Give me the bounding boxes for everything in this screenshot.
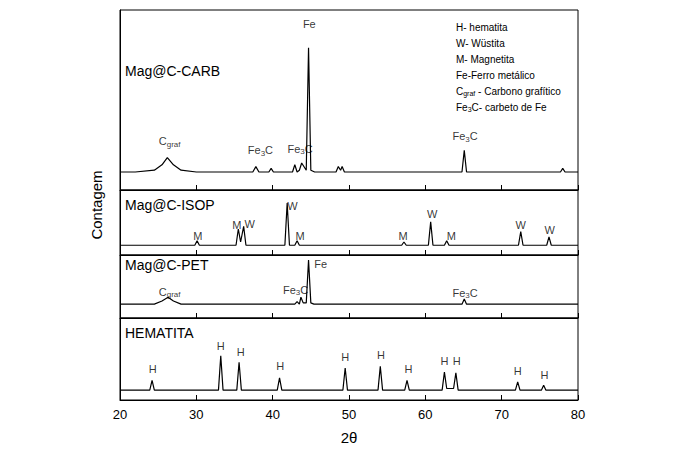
svg-text:H: H	[377, 349, 385, 361]
svg-text:3: 3	[467, 106, 472, 113]
svg-text:2θ: 2θ	[341, 429, 358, 446]
svg-text:H: H	[540, 369, 548, 381]
svg-text:50: 50	[342, 407, 356, 422]
svg-text:Fe: Fe	[314, 258, 327, 270]
svg-text:30: 30	[189, 407, 203, 422]
svg-text:H: H	[514, 365, 522, 377]
svg-text:Mag@C-CARB: Mag@C-CARB	[125, 63, 220, 79]
svg-text:Fe: Fe	[452, 287, 465, 299]
svg-text:W: W	[516, 219, 527, 231]
svg-text:C: C	[159, 286, 167, 298]
svg-text:H: H	[341, 351, 349, 363]
svg-text:C- carbeto de Fe: C- carbeto de Fe	[472, 102, 547, 113]
svg-text:Fe-Ferro metálico: Fe-Ferro metálico	[456, 70, 535, 81]
svg-text:Mag@C-ISOP: Mag@C-ISOP	[125, 197, 215, 213]
svg-text:Contagem: Contagem	[88, 170, 105, 239]
svg-text:HEMATITA: HEMATITA	[125, 325, 194, 341]
svg-text:Fe: Fe	[452, 130, 465, 142]
svg-text:60: 60	[418, 407, 432, 422]
svg-text:3: 3	[465, 134, 470, 144]
svg-text:H: H	[276, 360, 284, 372]
svg-text:Fe: Fe	[456, 102, 468, 113]
svg-text:H: H	[237, 346, 245, 358]
svg-text:M: M	[296, 230, 305, 242]
svg-text:C: C	[265, 144, 273, 156]
svg-text:W: W	[287, 200, 298, 212]
svg-text:W: W	[545, 224, 556, 236]
svg-text:M: M	[193, 230, 202, 242]
html-text:3C: 3C	[295, 283, 309, 298]
svg-text:W- Wüstita: W- Wüstita	[456, 38, 505, 49]
svg-text:H- hematita: H- hematita	[456, 22, 508, 33]
svg-text:graf: graf	[166, 290, 181, 299]
svg-text:graf: graf	[167, 140, 182, 149]
svg-text:3: 3	[465, 291, 470, 301]
svg-text:W: W	[427, 208, 438, 220]
svg-text:80: 80	[571, 407, 585, 422]
svg-text:H: H	[149, 363, 157, 375]
svg-text:70: 70	[494, 407, 508, 422]
svg-text:H: H	[440, 355, 448, 367]
svg-text:40: 40	[265, 407, 279, 422]
svg-text:Fe: Fe	[288, 143, 301, 155]
svg-text:graf: graf	[463, 90, 475, 98]
svg-text:C: C	[470, 130, 478, 142]
svg-text:C: C	[456, 86, 463, 97]
svg-text:- Carbono grafítico: - Carbono grafítico	[475, 86, 561, 97]
svg-text:H: H	[217, 340, 225, 352]
svg-text:M- Magnetita: M- Magnetita	[456, 54, 515, 65]
svg-text:Fe: Fe	[303, 18, 316, 30]
svg-text:20: 20	[113, 407, 127, 422]
svg-text:Fe: Fe	[248, 144, 261, 156]
svg-text:M: M	[399, 230, 408, 242]
svg-text:W: W	[245, 218, 256, 230]
svg-text:Fe: Fe	[283, 284, 296, 296]
svg-text:C: C	[470, 287, 478, 299]
svg-text:M: M	[232, 219, 241, 231]
svg-text:3: 3	[260, 148, 266, 158]
svg-text:H: H	[453, 355, 461, 367]
svg-text:H: H	[405, 363, 413, 375]
svg-text:M: M	[447, 230, 456, 242]
svg-text:Mag@C-PET: Mag@C-PET	[125, 257, 209, 273]
html-text:3C: 3C	[300, 142, 313, 157]
svg-text:C: C	[159, 135, 167, 147]
